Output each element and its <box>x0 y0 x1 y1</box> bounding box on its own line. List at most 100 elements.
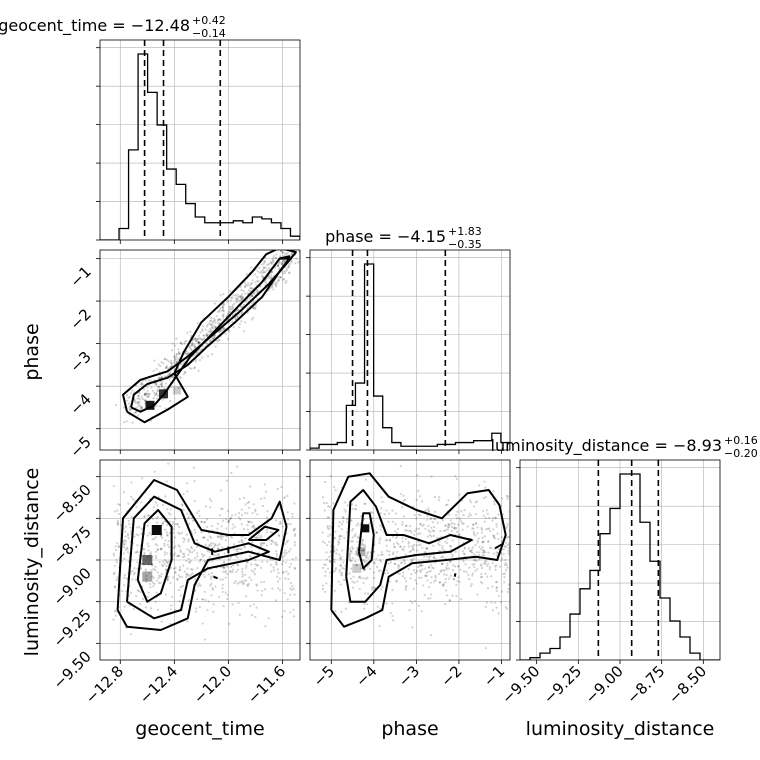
sample-point <box>440 569 443 572</box>
sample-point <box>215 340 219 343</box>
sample-point <box>137 405 140 408</box>
sample-point <box>194 556 197 559</box>
sample-point <box>198 348 201 351</box>
sample-point <box>275 253 278 256</box>
sample-point <box>196 555 199 558</box>
sample-point <box>174 571 177 574</box>
sample-point <box>456 580 459 583</box>
sample-point <box>399 492 403 496</box>
sample-point <box>211 560 214 563</box>
sample-point <box>403 545 406 549</box>
sample-point <box>149 552 152 555</box>
sample-point <box>127 519 130 522</box>
sample-point <box>494 516 497 519</box>
sample-point <box>458 580 461 583</box>
sample-point <box>497 612 500 615</box>
sample-point <box>183 340 187 343</box>
sample-point <box>428 555 431 558</box>
sample-point <box>214 325 217 328</box>
sample-point <box>289 587 292 590</box>
x-tick-label-luminosity_distance: −9.25 <box>540 662 585 707</box>
sample-point <box>348 555 351 558</box>
sample-point <box>224 569 227 573</box>
sample-point <box>461 522 464 525</box>
sample-point <box>472 527 475 530</box>
sample-point <box>364 502 367 505</box>
sample-point <box>507 495 510 498</box>
sample-point <box>267 262 270 266</box>
sample-point <box>130 392 133 395</box>
sample-point <box>248 284 252 287</box>
sample-point <box>255 536 258 539</box>
sample-point <box>222 560 226 563</box>
sample-point <box>358 587 361 591</box>
sample-point <box>243 545 246 548</box>
sample-point <box>186 490 189 493</box>
sample-point <box>497 537 500 541</box>
sample-point <box>227 519 231 523</box>
sample-point <box>428 556 431 559</box>
sample-point <box>500 497 504 500</box>
sample-point <box>282 556 285 559</box>
sample-point <box>178 545 181 548</box>
sample-point <box>160 361 163 364</box>
sample-point <box>218 318 222 321</box>
sample-point <box>144 606 147 609</box>
sample-point <box>204 328 207 331</box>
sample-point <box>201 329 204 332</box>
sample-point <box>267 266 270 269</box>
sample-point <box>444 577 447 581</box>
sample-point <box>261 271 264 274</box>
sample-point <box>197 342 200 345</box>
sample-point <box>427 524 430 528</box>
sample-point <box>292 528 295 531</box>
sample-point <box>250 287 253 290</box>
sample-point <box>421 568 424 571</box>
sample-point <box>498 565 501 568</box>
sample-point <box>362 577 365 580</box>
sample-point <box>206 608 209 612</box>
contour-1 <box>122 250 297 424</box>
sample-point <box>167 545 171 549</box>
sample-point <box>430 475 433 478</box>
sample-point <box>272 257 275 260</box>
sample-point <box>211 323 214 326</box>
sample-point <box>185 353 189 356</box>
sample-point <box>264 243 266 245</box>
sample-point <box>438 581 441 584</box>
sample-point <box>429 569 432 573</box>
sample-point <box>164 568 168 571</box>
sample-point <box>231 306 235 309</box>
sample-point <box>290 252 294 256</box>
sample-point <box>444 503 448 507</box>
sample-point <box>219 306 222 310</box>
sample-point <box>221 578 224 581</box>
sample-point <box>506 525 509 528</box>
sample-point <box>292 529 295 532</box>
sample-point <box>159 581 162 584</box>
sample-point <box>452 578 456 581</box>
sample-point <box>252 526 255 530</box>
sample-point <box>243 546 246 549</box>
sample-point <box>418 564 421 568</box>
sample-point <box>432 534 435 537</box>
sample-point <box>487 539 490 543</box>
sample-point <box>225 479 229 482</box>
sample-point <box>179 550 183 553</box>
sample-point <box>146 395 149 398</box>
sample-point <box>449 519 453 522</box>
sample-point <box>351 507 354 511</box>
sample-point <box>219 329 223 332</box>
sample-point <box>156 515 160 518</box>
sample-point <box>356 540 359 543</box>
sample-point <box>278 267 281 270</box>
sample-point <box>294 262 297 265</box>
sample-point <box>260 594 263 597</box>
sample-point <box>178 532 181 535</box>
sample-point <box>173 536 176 539</box>
sample-point <box>340 574 344 577</box>
sample-point <box>493 534 496 537</box>
sample-point <box>159 575 163 578</box>
sample-point <box>379 512 382 515</box>
sample-point <box>355 524 358 527</box>
